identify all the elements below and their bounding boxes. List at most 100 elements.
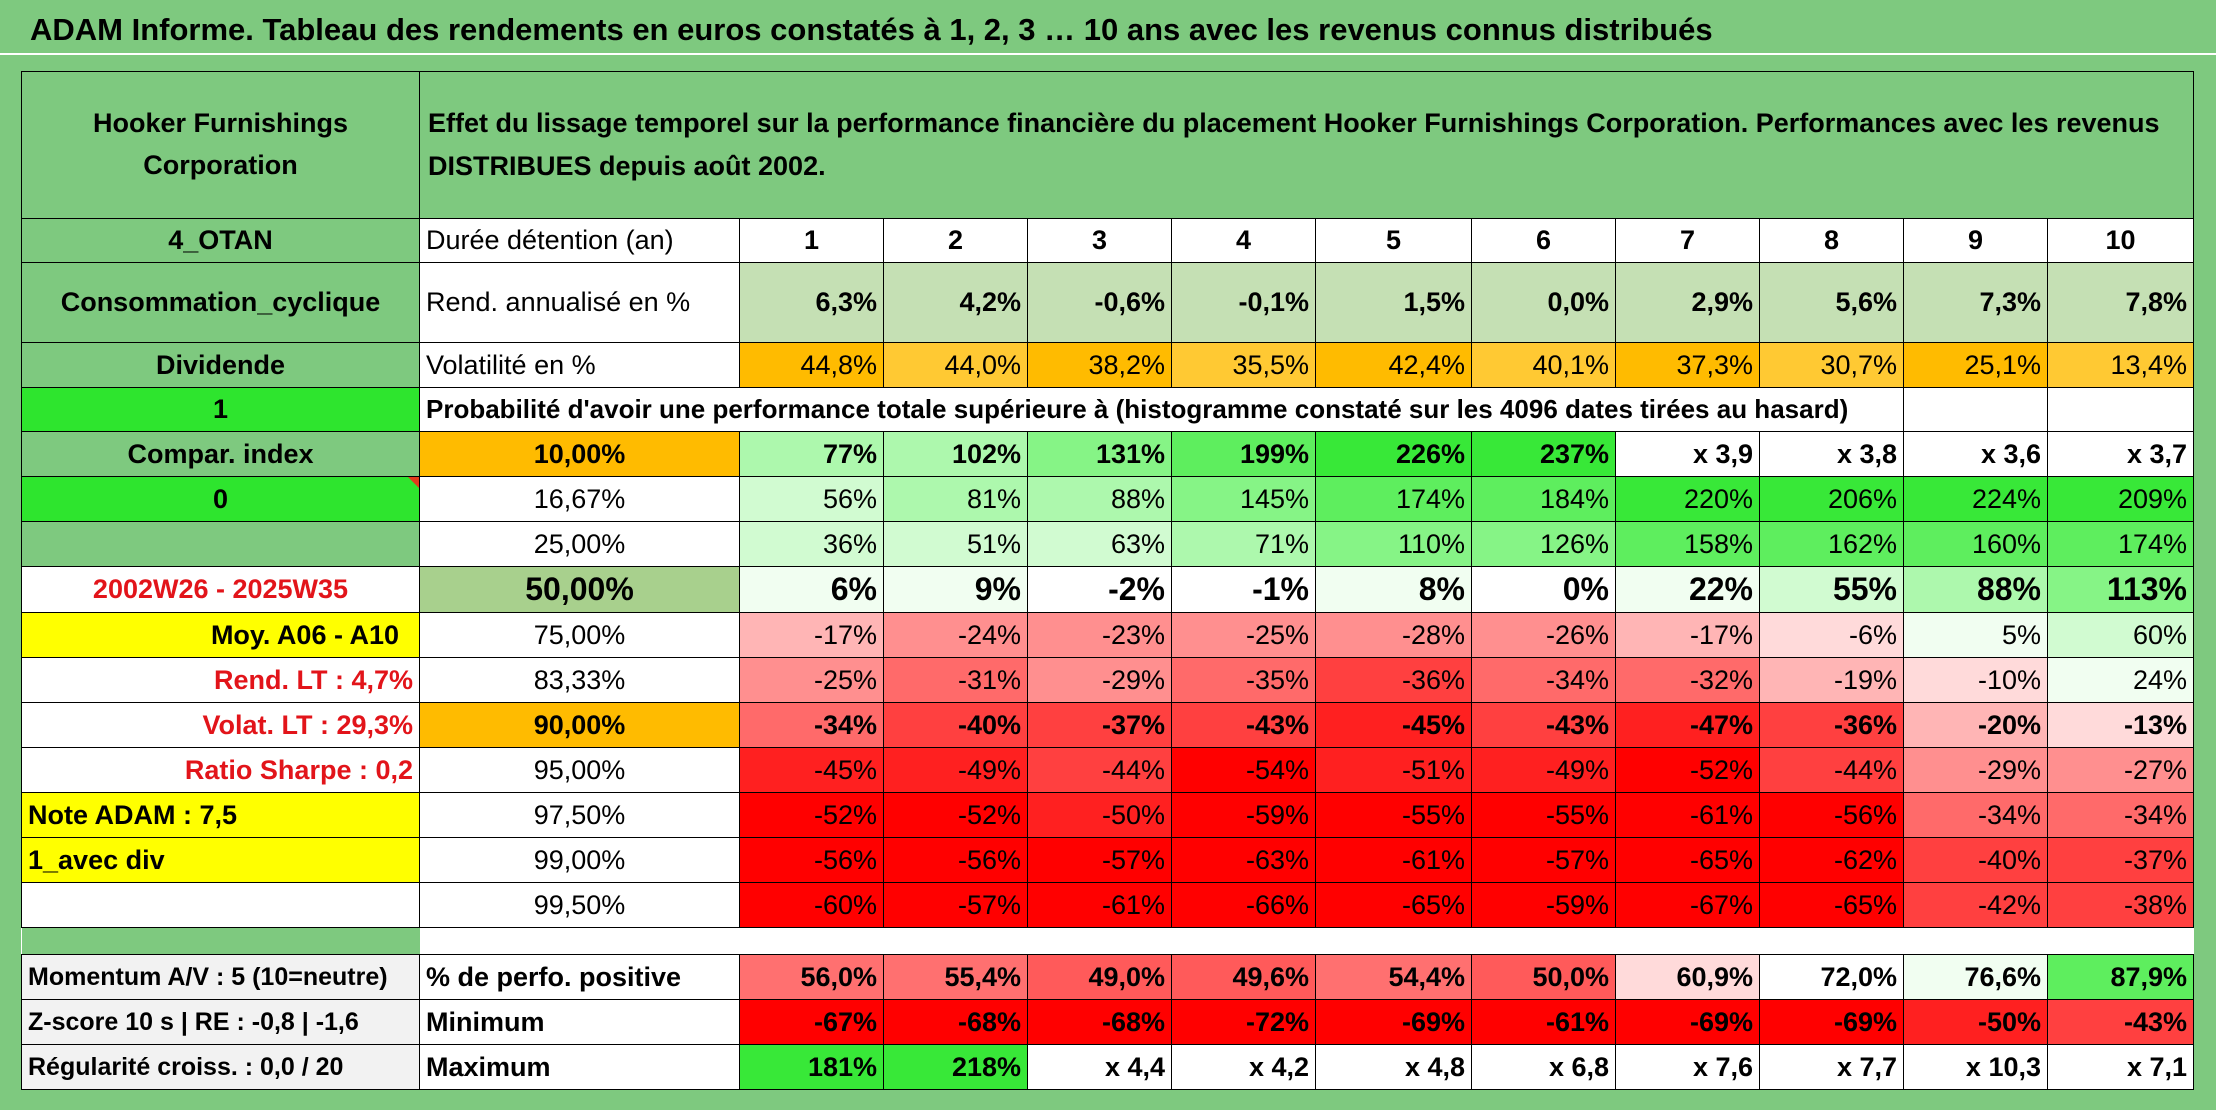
stat-value: 181% bbox=[739, 1044, 884, 1090]
stats-row: Z-score 10 s | RE : -0,8 | -1,6 Minimum -6… bbox=[21, 999, 2194, 1045]
probability-value: 60% bbox=[2047, 612, 2194, 658]
probability-value: 113% bbox=[2047, 566, 2194, 613]
probability-value: -44% bbox=[1027, 747, 1172, 793]
probability-value: -56% bbox=[1759, 792, 1904, 838]
volatility-value: 40,1% bbox=[1471, 342, 1616, 388]
probability-value: -34% bbox=[739, 702, 884, 748]
annual-return-value: 2,9% bbox=[1615, 262, 1760, 343]
probability-value: 206% bbox=[1759, 476, 1904, 522]
stat-label: Minimum bbox=[419, 999, 740, 1045]
probability-value: -31% bbox=[883, 657, 1028, 703]
probability-value: 237% bbox=[1471, 431, 1616, 477]
side-info: 2002W26 - 2025W35 bbox=[21, 566, 420, 613]
probability-value: -49% bbox=[883, 747, 1028, 793]
quantile-threshold: 25,00% bbox=[419, 521, 740, 567]
quantile-threshold: 99,50% bbox=[419, 882, 740, 928]
probability-value: -50% bbox=[1027, 792, 1172, 838]
side-info: Rend. LT : 4,7% bbox=[21, 657, 420, 703]
stat-value: 56,0% bbox=[739, 954, 884, 1000]
company-name-cell: Hooker Furnishings Corporation bbox=[21, 71, 420, 219]
empty-cell bbox=[2047, 387, 2194, 432]
probability-value: 88% bbox=[1903, 566, 2048, 613]
stat-value: -68% bbox=[1027, 999, 1172, 1045]
probability-value: 77% bbox=[739, 431, 884, 477]
probability-value: -44% bbox=[1759, 747, 1904, 793]
table-description: Effet du lissage temporel sur la perform… bbox=[419, 71, 2194, 219]
probability-value: 63% bbox=[1027, 521, 1172, 567]
stat-value: -50% bbox=[1903, 999, 2048, 1045]
year-header: 4 bbox=[1171, 218, 1316, 263]
annual-return-label: Rend. annualisé en % bbox=[419, 262, 740, 343]
probability-value: -49% bbox=[1471, 747, 1616, 793]
probability-value: -63% bbox=[1171, 837, 1316, 883]
stat-value: x 7,7 bbox=[1759, 1044, 1904, 1090]
returns-table: Hooker Furnishings Corporation Effet du … bbox=[21, 71, 2194, 1090]
probability-value: -17% bbox=[1615, 612, 1760, 658]
quantile-threshold: 90,00% bbox=[419, 702, 740, 748]
probability-value: -57% bbox=[1027, 837, 1172, 883]
probability-value: 6% bbox=[739, 566, 884, 613]
stat-value: -69% bbox=[1315, 999, 1472, 1045]
quantile-row: 99,50% -60% -57% -61% -66% -65% -59% -67% -65% -4… bbox=[21, 882, 2194, 928]
year-header: 6 bbox=[1471, 218, 1616, 263]
probability-value: -61% bbox=[1615, 792, 1760, 838]
category-otan: 4_OTAN bbox=[21, 218, 420, 263]
spacer-cell bbox=[419, 927, 2194, 955]
volatility-value: 35,5% bbox=[1171, 342, 1316, 388]
probability-value: 162% bbox=[1759, 521, 1904, 567]
probability-value: 226% bbox=[1315, 431, 1472, 477]
probability-value: -34% bbox=[1903, 792, 2048, 838]
duration-label: Durée détention (an) bbox=[419, 218, 740, 263]
probability-value: -57% bbox=[883, 882, 1028, 928]
probability-value: -2% bbox=[1027, 566, 1172, 613]
probability-value: -37% bbox=[1027, 702, 1172, 748]
quantile-row: 1_avec div 99,00% -56% -56% -57% -63% -61% -57%… bbox=[21, 837, 2194, 883]
spacer-cell bbox=[21, 927, 420, 955]
probability-value: 0% bbox=[1471, 566, 1616, 613]
probability-value: -45% bbox=[1315, 702, 1472, 748]
volatility-value: 37,3% bbox=[1615, 342, 1760, 388]
probability-value: 8% bbox=[1315, 566, 1472, 613]
stat-value: 55,4% bbox=[883, 954, 1028, 1000]
dividend-label: Dividende bbox=[21, 342, 420, 388]
stat-value: -67% bbox=[739, 999, 884, 1045]
quantile-threshold: 16,67% bbox=[419, 476, 740, 522]
stat-value: x 4,4 bbox=[1027, 1044, 1172, 1090]
stat-value: 54,4% bbox=[1315, 954, 1472, 1000]
probability-value: -36% bbox=[1315, 657, 1472, 703]
volatility-row: Dividende Volatilité en % 44,8% 44,0% 38,2% 3… bbox=[21, 342, 2194, 388]
stats-row: Momentum A/V : 5 (10=neutre)% de perfo. … bbox=[21, 954, 2194, 1000]
stat-value: x 7,1 bbox=[2047, 1044, 2194, 1090]
probability-value: -17% bbox=[739, 612, 884, 658]
probability-value: -60% bbox=[739, 882, 884, 928]
probability-value: -28% bbox=[1315, 612, 1472, 658]
quantile-row: Ratio Sharpe : 0,2 95,00% -45% -49% -44% -54%… bbox=[21, 747, 2194, 793]
probability-value: 199% bbox=[1171, 431, 1316, 477]
stat-value: x 4,2 bbox=[1171, 1044, 1316, 1090]
probability-value: 88% bbox=[1027, 476, 1172, 522]
probability-value: 220% bbox=[1615, 476, 1760, 522]
probability-value: -38% bbox=[2047, 882, 2194, 928]
stat-value: 87,9% bbox=[2047, 954, 2194, 1000]
quantile-threshold: 95,00% bbox=[419, 747, 740, 793]
probability-value: -19% bbox=[1759, 657, 1904, 703]
annual-return-value: 0,0% bbox=[1471, 262, 1616, 343]
quantile-threshold: 75,00% bbox=[419, 612, 740, 658]
mode-flag: 1 bbox=[21, 387, 420, 432]
probability-value: 55% bbox=[1759, 566, 1904, 613]
probability-value: -51% bbox=[1315, 747, 1472, 793]
stat-label: Maximum bbox=[419, 1044, 740, 1090]
quantile-row: Moy. A06 - A10 75,00% -17% -24% -23% -25% -28%… bbox=[21, 612, 2194, 658]
probability-value: -47% bbox=[1615, 702, 1760, 748]
annual-return-value: 7,8% bbox=[2047, 262, 2194, 343]
quantile-row: 25,00% 36% 51% 63% 71% 110% 126% 158% 162% 160% 17… bbox=[21, 521, 2194, 567]
probability-value: -23% bbox=[1027, 612, 1172, 658]
probability-value: -25% bbox=[739, 657, 884, 703]
stat-value: -43% bbox=[2047, 999, 2194, 1045]
probability-value: -34% bbox=[2047, 792, 2194, 838]
quantile-threshold: 10,00% bbox=[419, 431, 740, 477]
probability-value: -40% bbox=[1903, 837, 2048, 883]
stat-value: 49,6% bbox=[1171, 954, 1316, 1000]
probability-header-row: 1 Probabilité d'avoir une performance tot… bbox=[21, 387, 2194, 432]
year-header: 3 bbox=[1027, 218, 1172, 263]
